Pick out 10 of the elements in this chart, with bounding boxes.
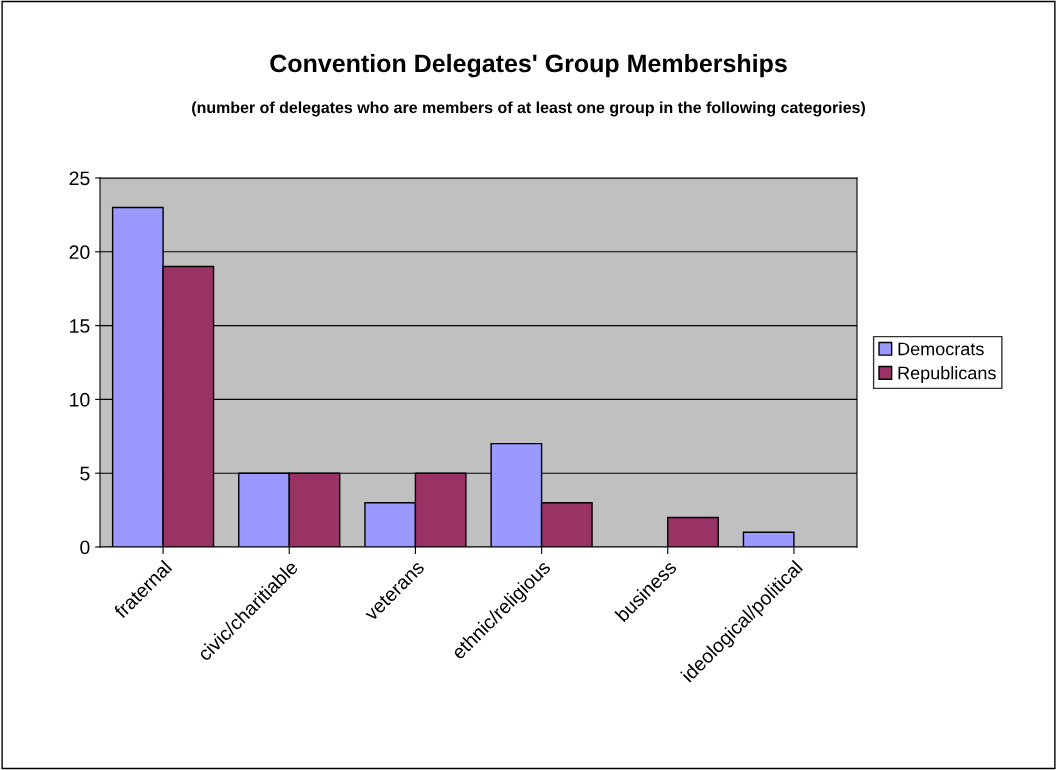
chart-subtitle: (number of delegates who are members of at least one group in the following categories) [192,101,865,117]
y-tick-label: 10 [70,392,90,407]
y-tick-label: 25 [69,171,90,186]
y-tick-label: 15 [70,319,90,333]
legend-label: Democrats [898,342,984,356]
y-tick-label: 0 [80,540,90,555]
chart-title: Convention Delegates' Group Memberships [270,53,787,78]
y-tick-label: 5 [80,466,90,481]
y-tick-label: 20 [69,245,90,260]
legend-label: Republicans [898,366,996,383]
